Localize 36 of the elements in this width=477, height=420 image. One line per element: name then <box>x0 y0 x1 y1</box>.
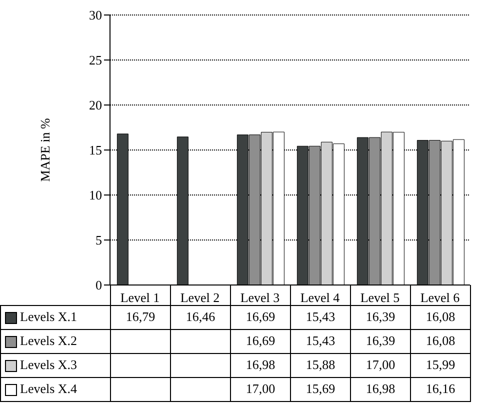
data-label: 15,69 <box>290 377 350 401</box>
legend-label: Levels X.4 <box>20 382 78 396</box>
data-label: 16,39 <box>350 329 410 353</box>
data-label: 16,98 <box>230 353 290 377</box>
x-tick-label: Level 2 <box>180 290 220 306</box>
x-tick-label: Level 5 <box>360 290 400 306</box>
y-tick-label: 20 <box>89 98 102 113</box>
data-label: 16,16 <box>410 377 470 401</box>
legend-label: Levels X.2 <box>20 334 78 348</box>
y-tick-label: 15 <box>89 142 102 158</box>
data-label: 16,98 <box>350 377 410 401</box>
y-tick-label: 5 <box>96 232 102 248</box>
x-tick-label: Level 4 <box>300 290 340 306</box>
x-tick-label: Level 1 <box>120 290 160 306</box>
y-tick-label: 10 <box>89 188 102 203</box>
x-tick-label: Level 6 <box>420 290 460 306</box>
data-label: 16,69 <box>230 329 290 353</box>
legend-label: Levels X.3 <box>20 358 78 372</box>
data-label: 15,43 <box>290 329 350 353</box>
data-label: 16,69 <box>230 305 290 329</box>
data-label: 15,43 <box>290 305 350 329</box>
y-tick-label: 25 <box>89 52 102 68</box>
data-label: 15,88 <box>290 353 350 377</box>
data-label: 15,99 <box>410 353 470 377</box>
data-label: 16,08 <box>410 329 470 353</box>
data-label: 16,08 <box>410 305 470 329</box>
x-tick-label: Level 3 <box>240 290 280 306</box>
legend-label: Levels X.1 <box>20 310 78 324</box>
y-tick-label: 0 <box>96 278 102 293</box>
data-label: 17,00 <box>230 377 290 401</box>
data-label: 16,39 <box>350 305 410 329</box>
y-axis-title: MAPE in % <box>38 118 53 182</box>
y-tick-label: 30 <box>89 8 102 23</box>
data-label: 16,46 <box>170 305 230 329</box>
data-label: 17,00 <box>350 353 410 377</box>
data-label: 16,79 <box>110 305 170 329</box>
